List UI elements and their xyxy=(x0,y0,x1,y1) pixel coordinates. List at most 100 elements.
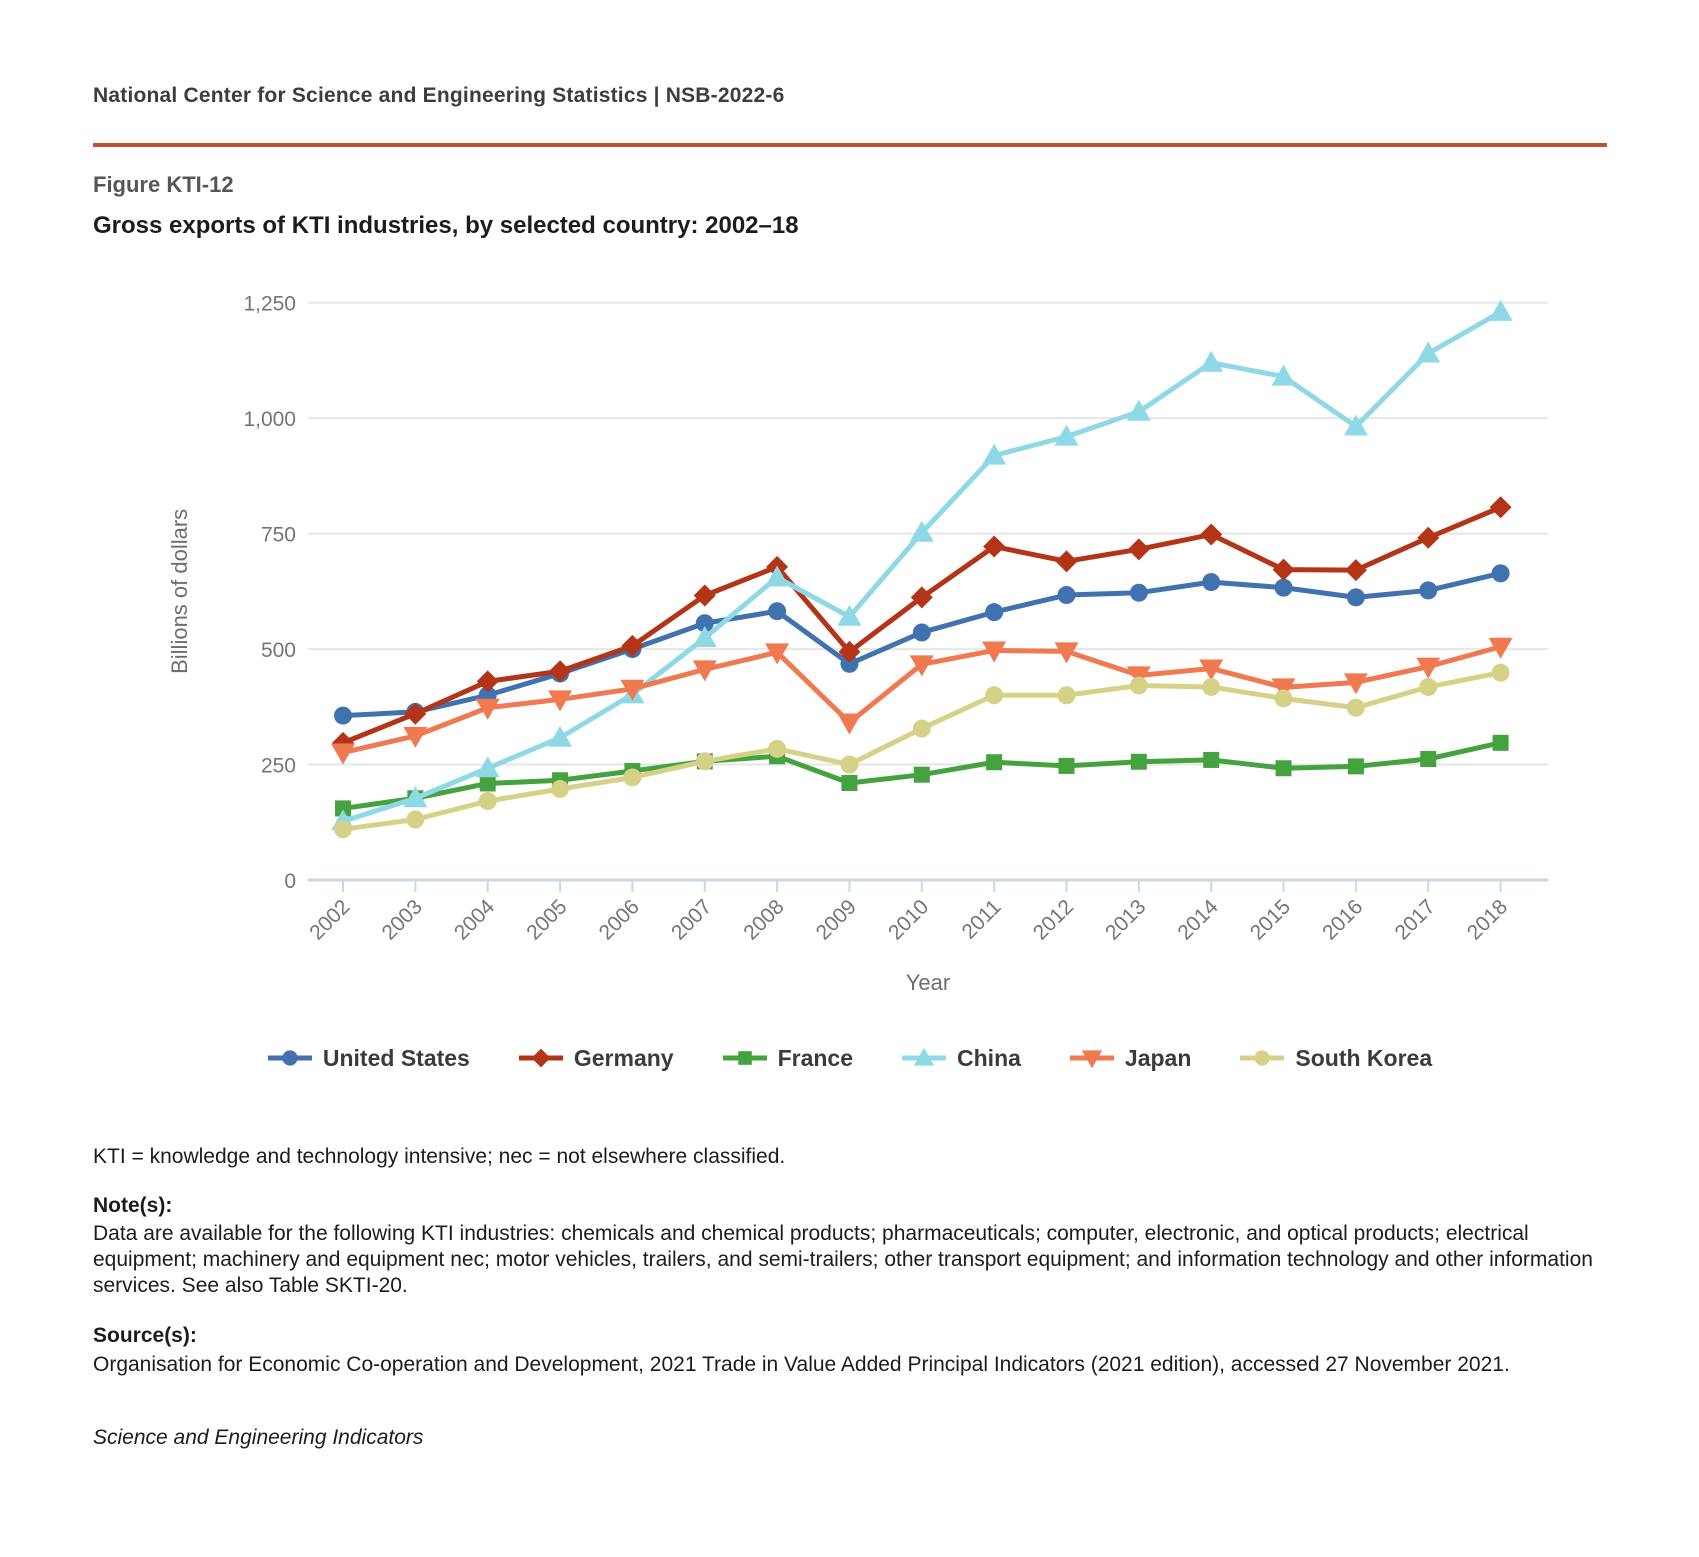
series-marker-france xyxy=(1130,753,1147,770)
series-marker-south-korea xyxy=(1129,676,1148,695)
series-marker-germany xyxy=(1127,538,1150,561)
legend-marker-china-icon xyxy=(902,1047,947,1066)
series-marker-japan xyxy=(331,743,355,765)
chart-legend: United States Germany France China Japan Sout… xyxy=(0,1038,1699,1078)
legend-item-germany[interactable]: Germany xyxy=(518,1045,674,1072)
legend-item-united-states[interactable]: United States xyxy=(267,1045,470,1072)
legend-marker-japan-icon xyxy=(1069,1050,1114,1069)
series-marker-germany xyxy=(983,535,1006,558)
series-marker-united-states xyxy=(1419,581,1438,600)
series-marker-japan xyxy=(1488,637,1513,659)
legend-marker-united-states-icon xyxy=(267,1050,312,1066)
series-marker-south-korea xyxy=(1419,677,1438,696)
series-marker-united-states xyxy=(1491,564,1510,583)
series-marker-japan xyxy=(909,655,934,677)
series-marker-south-korea xyxy=(912,719,931,738)
series-marker-china xyxy=(765,565,790,587)
legend-marker-shape xyxy=(282,1050,298,1066)
series-line-china xyxy=(340,309,1504,824)
notes-text: Data are available for the following KTI… xyxy=(93,1222,1593,1297)
legend-item-china[interactable]: China xyxy=(901,1045,1021,1072)
legend-item-france[interactable]: France xyxy=(722,1045,853,1072)
series-marker-germany xyxy=(404,702,427,725)
series-marker-china xyxy=(1126,399,1151,421)
series-marker-united-states xyxy=(334,706,352,725)
series-marker-united-states xyxy=(768,602,787,621)
legend-label: Germany xyxy=(573,1044,674,1071)
series-marker-japan xyxy=(1343,673,1368,695)
series-marker-china xyxy=(837,604,862,626)
series-marker-germany xyxy=(476,670,499,693)
series-marker-japan xyxy=(403,726,428,748)
series-line-south-korea xyxy=(340,670,1504,832)
series-marker-france xyxy=(841,775,858,792)
notes-label: Note(s): xyxy=(93,1194,173,1217)
series-marker-south-korea xyxy=(1274,689,1293,708)
series-marker-france xyxy=(913,766,930,783)
x-tick-label: 2018 xyxy=(1463,895,1512,944)
series-marker-germany xyxy=(549,660,572,683)
series-marker-germany xyxy=(1344,559,1367,582)
y-tick-label: 1,000 xyxy=(243,408,296,431)
series-marker-germany xyxy=(621,634,644,657)
series-marker-china xyxy=(1343,414,1368,436)
x-tick-label: 2007 xyxy=(667,895,716,944)
series-marker-china xyxy=(403,786,428,808)
series-marker-united-states xyxy=(1274,578,1293,597)
series-marker-united-states xyxy=(985,603,1004,622)
report-header: National Center for Science and Engineer… xyxy=(93,84,785,107)
y-tick-label: 0 xyxy=(284,870,296,893)
series-marker-united-states xyxy=(1057,586,1076,605)
abbreviation-note: KTI = knowledge and technology intensive… xyxy=(93,1145,786,1168)
series-marker-japan xyxy=(475,698,500,720)
series-marker-south-korea xyxy=(406,810,425,829)
series-marker-france xyxy=(1275,760,1292,777)
y-tick-label: 1,250 xyxy=(243,293,296,316)
series-marker-japan xyxy=(1416,657,1441,679)
x-tick-label: 2013 xyxy=(1101,895,1150,944)
sources-text: Organisation for Economic Co-operation a… xyxy=(93,1353,1510,1376)
series-marker-germany xyxy=(1489,496,1512,519)
series-marker-china xyxy=(1054,424,1079,446)
x-tick-label: 2017 xyxy=(1390,895,1439,944)
series-marker-south-korea xyxy=(623,768,642,787)
series-marker-united-states xyxy=(695,614,714,633)
y-tick-label: 250 xyxy=(261,755,296,778)
series-marker-germany xyxy=(910,586,933,609)
series-marker-japan xyxy=(692,660,717,682)
y-tick-label: 750 xyxy=(261,524,296,547)
series-marker-south-korea xyxy=(1202,677,1221,696)
figure-label: Figure KTI-12 xyxy=(93,172,234,197)
series-marker-france xyxy=(1203,751,1220,768)
series-marker-united-states xyxy=(840,654,859,673)
legend-marker-south-korea-icon xyxy=(1240,1050,1285,1066)
x-tick-label: 2006 xyxy=(595,895,644,944)
chart-area: 0 250 500 750 1,000 1,250 2002 2003 2004 2005 2006… xyxy=(0,240,1699,1020)
series-marker-japan xyxy=(1199,659,1224,681)
series-marker-united-states xyxy=(1202,573,1221,592)
series-marker-china xyxy=(1271,364,1296,386)
series-marker-south-korea xyxy=(768,739,787,758)
series-marker-france xyxy=(1420,750,1437,767)
series-marker-china xyxy=(982,443,1007,465)
x-tick-label: 2015 xyxy=(1246,895,1295,944)
series-marker-france xyxy=(335,800,351,817)
series-marker-china xyxy=(1199,350,1224,372)
series-marker-france xyxy=(986,754,1003,771)
x-tick-label: 2016 xyxy=(1318,895,1367,944)
series-marker-china xyxy=(692,625,717,647)
series-marker-china xyxy=(475,756,500,778)
x-tick-label: 2010 xyxy=(884,895,933,944)
legend-item-japan[interactable]: Japan xyxy=(1069,1045,1191,1072)
series-marker-south-korea xyxy=(840,755,859,774)
series-marker-china xyxy=(1488,299,1513,321)
legend-label: Japan xyxy=(1124,1044,1192,1071)
legend-item-south-korea[interactable]: South Korea xyxy=(1239,1045,1432,1072)
series-marker-south-korea xyxy=(1491,663,1510,682)
series-marker-germany xyxy=(838,640,861,663)
x-tick-label: 2011 xyxy=(957,895,1005,943)
legend-label: United States xyxy=(322,1044,470,1071)
series-marker-south-korea xyxy=(1346,698,1365,717)
y-tick-label: 500 xyxy=(261,639,296,662)
